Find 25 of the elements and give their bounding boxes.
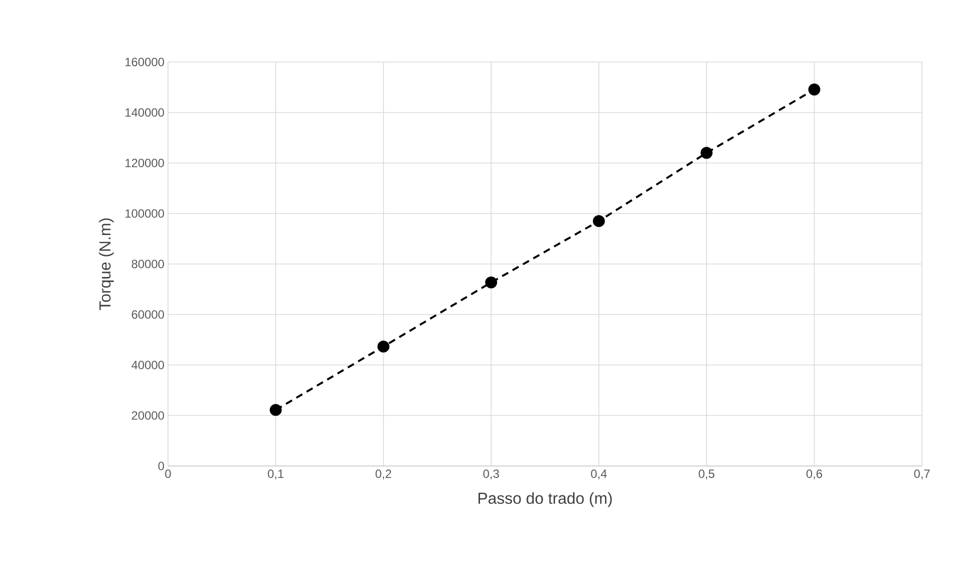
y-tick-label: 140000 bbox=[125, 108, 164, 117]
point bbox=[377, 340, 390, 353]
x-tick-label: 0,3 bbox=[483, 470, 499, 480]
y-tick-label: 20000 bbox=[132, 411, 164, 420]
x-tick-label: 0,5 bbox=[698, 470, 714, 480]
y-tick-label: 80000 bbox=[132, 260, 164, 268]
point bbox=[700, 146, 713, 159]
y-tick-label: 40000 bbox=[132, 360, 164, 370]
y-axis-title: Torque (N.m) bbox=[98, 218, 114, 310]
x-axis-title: Passo do trado (m) bbox=[478, 492, 612, 508]
x-tick-label: 0,6 bbox=[806, 470, 822, 480]
point bbox=[592, 215, 605, 228]
y-tick-label: 60000 bbox=[132, 310, 164, 319]
point bbox=[808, 84, 820, 96]
x-tick-label: 0 bbox=[165, 470, 171, 478]
y-tick-label: 100000 bbox=[125, 209, 164, 218]
x-tick-label: 0,4 bbox=[591, 470, 607, 480]
x-tick-label: 0,2 bbox=[376, 470, 392, 480]
point bbox=[270, 404, 282, 416]
x-tick-label: 0,1 bbox=[268, 470, 284, 480]
y-tick-label: 160000 bbox=[125, 58, 164, 66]
y-tick-label: 0 bbox=[158, 462, 164, 470]
point bbox=[485, 276, 498, 288]
x-tick-label: 0,7 bbox=[914, 470, 930, 480]
y-tick-label: 120000 bbox=[125, 158, 164, 168]
